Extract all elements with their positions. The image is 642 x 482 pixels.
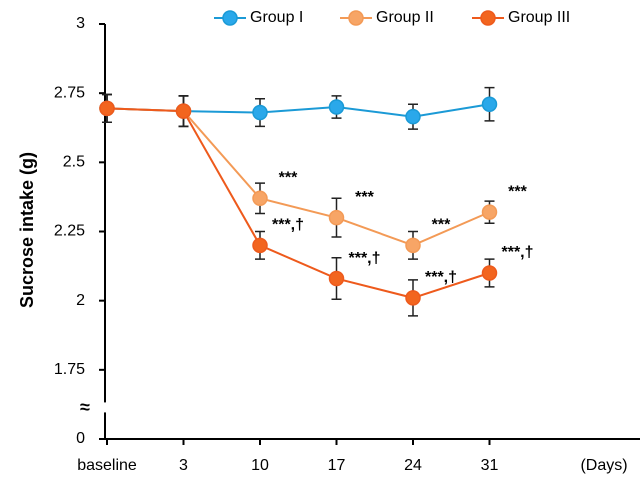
legend-label: Group III: [508, 9, 570, 26]
annotation: ***,†: [272, 217, 304, 234]
legend-marker: [348, 10, 364, 26]
x-tick-label: 10: [251, 457, 269, 474]
marker: [252, 190, 268, 207]
x-axis-title: (Days): [580, 457, 627, 474]
annotation: ***: [508, 183, 527, 200]
axis-break: ≈: [80, 397, 90, 417]
annotation: ***: [355, 189, 374, 206]
x-tick-label: 24: [404, 457, 422, 474]
marker: [328, 99, 345, 115]
y-axis-title: Sucrose intake (g): [17, 152, 37, 308]
annotation: ***,†: [425, 269, 457, 286]
annotation: ***: [432, 217, 451, 234]
annotation: ***,†: [348, 250, 380, 267]
marker: [481, 265, 498, 281]
marker: [175, 103, 192, 119]
y-tick-label: 2.5: [63, 154, 85, 171]
y-tick-label: 2.75: [54, 84, 85, 101]
series-line: [106, 107, 490, 299]
annotation: ***,†: [501, 244, 533, 261]
x-tick-label: 31: [481, 457, 499, 474]
y-tick-label: 1.75: [54, 361, 85, 378]
marker: [405, 237, 421, 254]
legend-label: Group I: [250, 9, 303, 26]
x-tick-label: baseline: [77, 457, 137, 474]
marker: [481, 204, 498, 220]
y-tick-label: 0: [76, 430, 85, 447]
legend-label: Group II: [376, 9, 434, 26]
marker: [328, 270, 345, 287]
x-tick-label: 17: [328, 457, 346, 474]
annotation: ***: [279, 170, 298, 187]
marker: [481, 96, 498, 112]
marker: [405, 290, 421, 306]
axis-break-gap: [95, 402, 107, 413]
y-tick-label: 3: [76, 15, 85, 32]
y-tick-label: 2: [76, 292, 85, 309]
marker: [328, 209, 345, 226]
y-tick-label: 2.25: [54, 223, 85, 240]
marker: [405, 108, 421, 125]
marker: [252, 104, 268, 121]
marker: [99, 100, 115, 117]
legend-marker: [222, 10, 238, 26]
legend-marker: [480, 10, 496, 26]
marker: [252, 237, 268, 254]
x-tick-label: 3: [179, 457, 188, 474]
